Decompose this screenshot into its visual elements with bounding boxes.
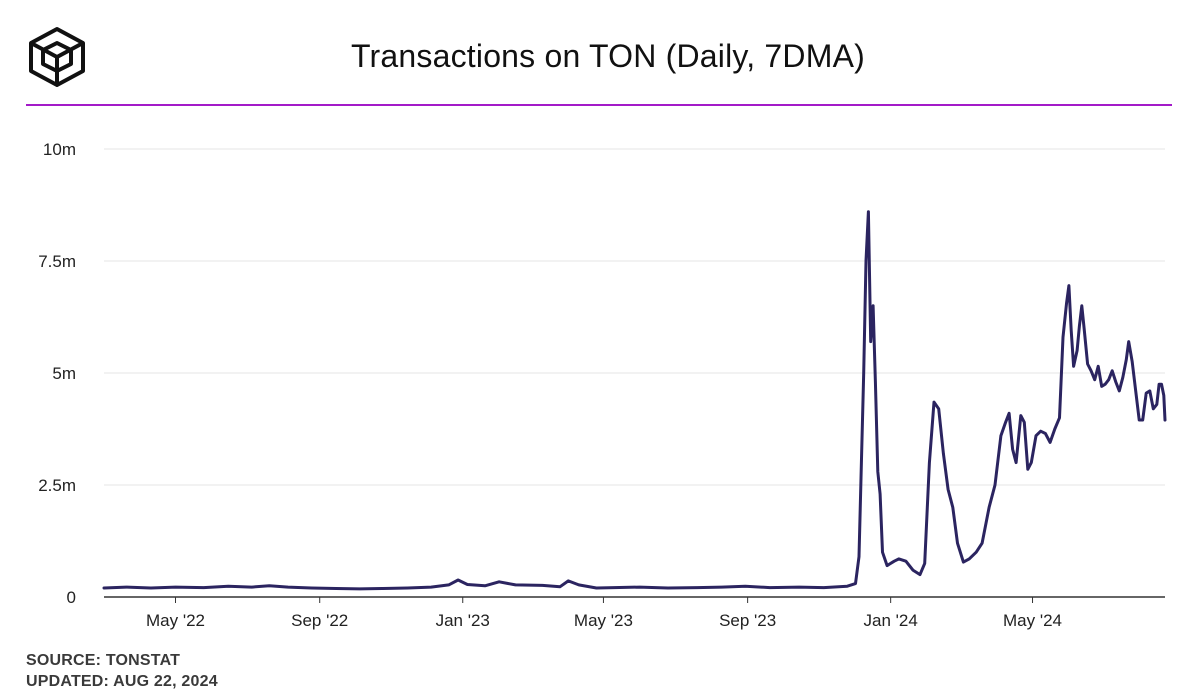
x-tick-label: Sep '23: [719, 611, 776, 630]
header-divider: [26, 104, 1172, 106]
chart-header: Transactions on TON (Daily, 7DMA): [0, 0, 1200, 106]
source-note: SOURCE: TONSTAT: [26, 652, 181, 669]
y-tick-label: 5m: [52, 364, 76, 383]
cube-outline-icon: [29, 27, 85, 87]
y-tick-label: 0: [67, 588, 76, 607]
x-tick-label: Jan '24: [864, 611, 918, 630]
series-line: [102, 210, 1167, 591]
y-tick-label: 10m: [43, 140, 76, 159]
updated-note: UPDATED: AUG 22, 2024: [26, 673, 218, 690]
y-tick-label: 2.5m: [38, 476, 76, 495]
chart-plot-area: 0 2.5m 5m 7.5m 10m May '22 Sep '22 Jan '23 May '…: [0, 107, 1200, 647]
x-tick-label: May '22: [146, 611, 205, 630]
x-tick-label: May '24: [1003, 611, 1062, 630]
line-chart: 0 2.5m 5m 7.5m 10m May '22 Sep '22 Jan '23 May '…: [38, 140, 1167, 630]
x-tick-label: Jan '23: [436, 611, 490, 630]
x-tick-label: May '23: [574, 611, 633, 630]
chart-footer: SOURCE: TONSTAT UPDATED: AUG 22, 2024: [26, 650, 218, 692]
chart-title: Transactions on TON (Daily, 7DMA): [350, 38, 865, 74]
x-tick-label: Sep '22: [291, 611, 348, 630]
y-tick-label: 7.5m: [38, 252, 76, 271]
